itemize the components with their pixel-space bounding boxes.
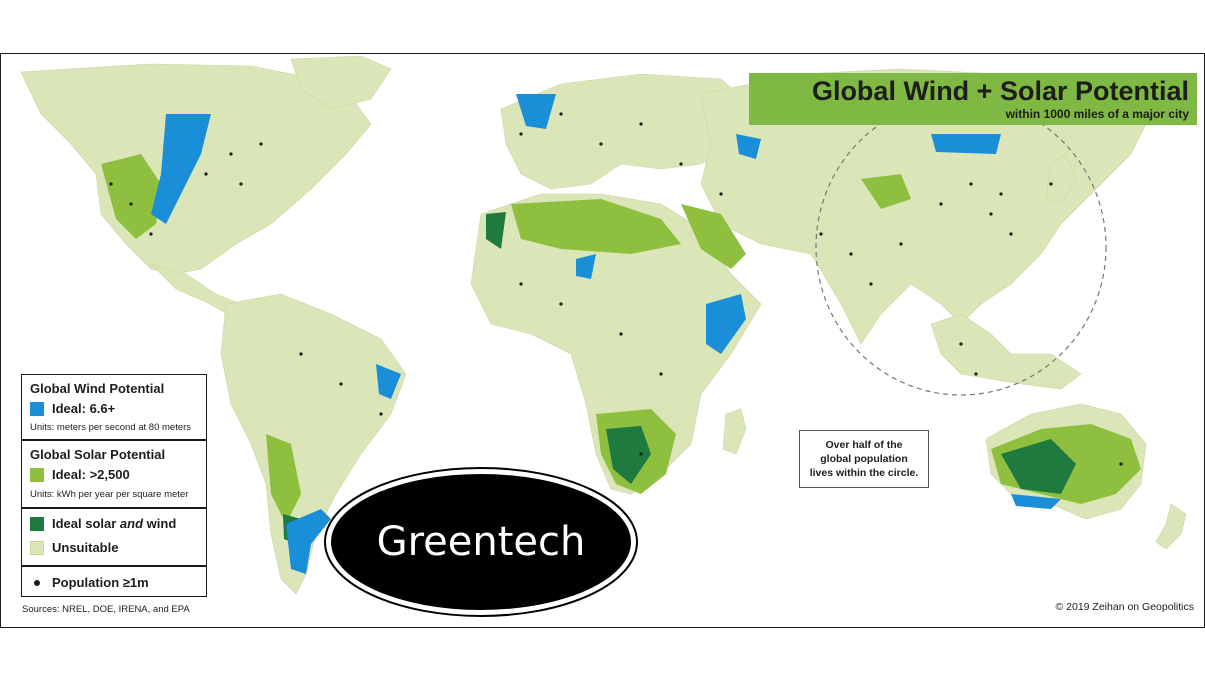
legend-wind-ideal-label: Ideal: 6.6+ — [52, 401, 116, 416]
solar-region-sahara — [511, 199, 681, 254]
greentech-badge: Greentech — [323, 466, 639, 618]
wind-region-australia — [1011, 494, 1061, 509]
map-subtitle: within 1000 miles of a major city — [1005, 107, 1189, 121]
population-dot — [969, 182, 973, 186]
population-dot — [149, 232, 153, 236]
population-dot — [229, 152, 233, 156]
wind-swatch-icon — [30, 401, 44, 416]
landmass-new-zealand — [1155, 503, 1187, 550]
map-title-banner: Global Wind + Solar Potential within 100… — [749, 73, 1197, 125]
landmass-africa — [470, 193, 762, 495]
population-circle — [815, 98, 1107, 396]
wind-region-great-plains — [151, 114, 211, 224]
population-dot — [299, 352, 303, 356]
population-dot — [1009, 232, 1013, 236]
population-dot-icon — [34, 579, 40, 586]
solar-region-central-asia — [861, 174, 911, 209]
population-dot — [559, 302, 563, 306]
population-dot — [619, 332, 623, 336]
wind-region-north-sea — [516, 94, 556, 129]
map-copyright: © 2019 Zeihan on Geopolitics — [1055, 601, 1195, 613]
population-dot — [519, 132, 523, 136]
both-region-australia — [1001, 439, 1076, 494]
landmass-greenland — [290, 55, 392, 110]
solar-region-us-southwest — [101, 154, 161, 239]
population-dot — [259, 142, 263, 146]
population-dot — [639, 452, 643, 456]
map-frame: Global Wind + Solar Potential within 100… — [0, 53, 1205, 628]
world-map — [20, 55, 1187, 595]
legend-solar-heading: Global Solar Potential — [30, 447, 166, 462]
population-dot — [1119, 462, 1123, 466]
population-dot — [999, 192, 1003, 196]
legend-divider — [22, 565, 206, 567]
legend-wind-ideal: Ideal: 6.6+ — [30, 401, 115, 416]
legend-population-label: Population ≥1m — [52, 575, 149, 590]
map-sources: Sources: NREL, DOE, IRENA, and EPA — [22, 604, 190, 615]
landmass-southeast-asia — [930, 313, 1082, 390]
circle-annotation-text: Over half of the global population lives… — [809, 438, 919, 480]
map-title: Global Wind + Solar Potential — [811, 76, 1189, 106]
legend-solar-ideal: Ideal: >2,500 — [30, 467, 130, 482]
legend-wind-units: Units: meters per second at 80 meters — [30, 422, 192, 433]
map-legend: Global Wind Potential Ideal: 6.6+ Units:… — [21, 374, 207, 597]
both-region-southern-africa — [606, 426, 651, 484]
solar-region-arabia — [681, 204, 746, 269]
population-dot — [204, 172, 208, 176]
both-region-morocco — [486, 212, 506, 249]
population-dot — [109, 182, 113, 186]
solar-swatch-icon — [30, 467, 44, 482]
population-dot — [639, 122, 643, 126]
legend-unsuitable-label: Unsuitable — [52, 540, 119, 555]
population-dot — [939, 202, 943, 206]
landmass-europe — [500, 73, 762, 190]
population-dot — [129, 202, 133, 206]
population-dot — [849, 252, 853, 256]
population-dot — [519, 282, 523, 286]
both-swatch-icon — [30, 516, 44, 531]
population-dot — [719, 192, 723, 196]
badge-oval-icon — [324, 467, 638, 617]
wind-region-caspian — [736, 134, 761, 159]
legend-both-prefix: Ideal solar — [52, 516, 120, 531]
population-dot — [659, 372, 663, 376]
population-dot — [899, 242, 903, 246]
landmass-madagascar — [722, 408, 747, 455]
population-dot — [1049, 182, 1053, 186]
circle-annotation-box: Over half of the global population lives… — [799, 430, 929, 488]
population-dot — [559, 112, 563, 116]
solar-region-andes — [266, 434, 301, 524]
population-dot — [239, 182, 243, 186]
wind-region-sahara — [576, 254, 596, 279]
population-dot — [869, 282, 873, 286]
population-dot — [959, 342, 963, 346]
wind-region-horn-of-africa — [706, 294, 746, 354]
legend-unsuitable: Unsuitable — [30, 540, 118, 555]
wind-layer — [151, 94, 1061, 574]
legend-both-em: and — [119, 516, 144, 531]
wind-region-east-brazil — [376, 364, 401, 399]
population-dot — [819, 232, 823, 236]
population-dot — [679, 162, 683, 166]
unsuitable-swatch-icon — [30, 540, 44, 555]
population-dot — [599, 142, 603, 146]
legend-population: Population ≥1m — [30, 575, 149, 590]
legend-divider — [22, 439, 206, 441]
legend-divider — [22, 507, 206, 509]
legend-both-suffix: wind — [143, 516, 177, 531]
legend-both: Ideal solar and wind — [30, 516, 176, 531]
landmass-south-america — [220, 293, 407, 595]
landmass-japan — [1045, 153, 1077, 205]
population-dot — [989, 212, 993, 216]
wind-region-patagonia — [286, 509, 331, 574]
legend-solar-ideal-label: Ideal: >2,500 — [52, 467, 130, 482]
legend-wind-heading: Global Wind Potential — [30, 381, 165, 396]
legend-solar-units: Units: kWh per year per square meter — [30, 489, 189, 500]
wind-region-mongolia — [931, 134, 1001, 154]
badge-label: Greentech — [376, 519, 586, 565]
population-dot — [339, 382, 343, 386]
population-dot — [974, 372, 978, 376]
population-dot — [379, 412, 383, 416]
population-dots — [109, 112, 1123, 466]
